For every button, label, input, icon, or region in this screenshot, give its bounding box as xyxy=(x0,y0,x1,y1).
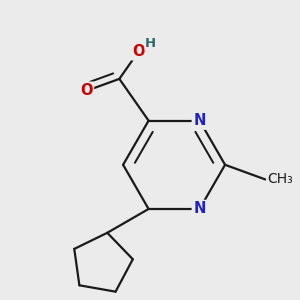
Text: N: N xyxy=(194,202,206,217)
Text: O: O xyxy=(80,82,93,98)
Text: CH₃: CH₃ xyxy=(267,172,293,186)
Text: O: O xyxy=(132,44,145,59)
Text: N: N xyxy=(194,113,206,128)
Text: H: H xyxy=(145,37,156,50)
